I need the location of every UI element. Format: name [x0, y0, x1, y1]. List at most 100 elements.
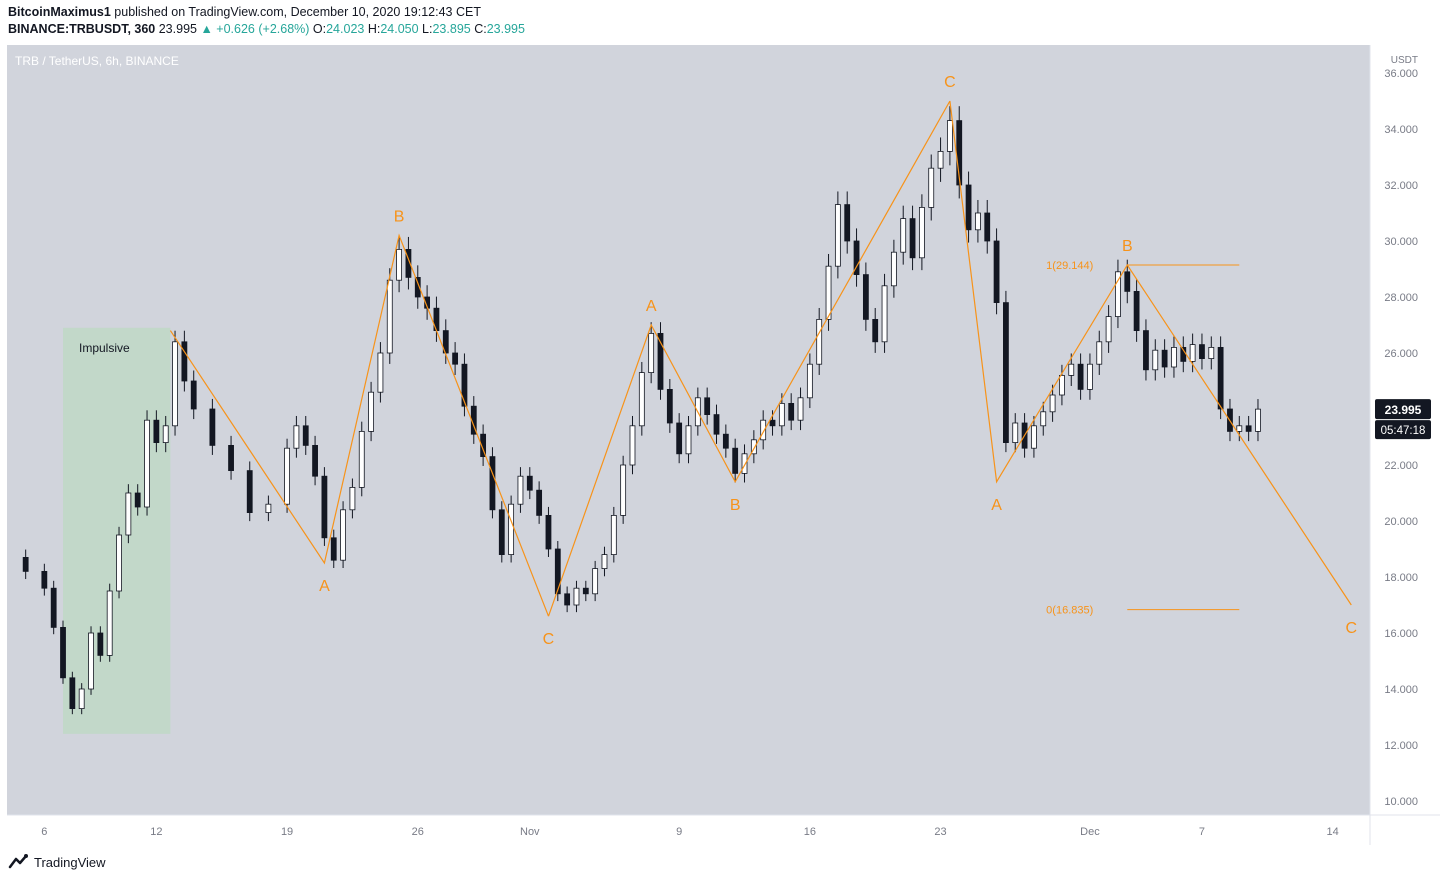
candle-body [909, 218, 916, 259]
candle-body [1199, 344, 1205, 360]
y-tick-label: 26.000 [1384, 348, 1418, 360]
candle-body [890, 251, 897, 287]
candle-body [1087, 363, 1093, 390]
candle-body [918, 206, 925, 259]
candle-body [321, 475, 328, 539]
candle-body [209, 408, 216, 446]
candle-body [386, 279, 393, 354]
wave-label: B [1122, 238, 1133, 255]
candle-body [629, 425, 636, 466]
footer-brand[interactable]: TradingView [34, 854, 106, 870]
candle-body [610, 515, 617, 556]
close-label: C: [474, 22, 487, 36]
candle-body [1059, 374, 1065, 396]
candle-body [928, 167, 935, 208]
candle-body [340, 509, 346, 561]
high-label: H: [367, 22, 381, 36]
candle-body [312, 444, 318, 477]
candle-body [732, 447, 739, 474]
candle-body [946, 120, 953, 152]
wave-line [169, 233, 550, 617]
candle-body [517, 475, 524, 505]
price-change: ▲ +0.626 (+2.68%) [200, 22, 310, 36]
candle-body [1040, 411, 1047, 427]
close-value: 23.995 [486, 22, 525, 36]
low-label: L: [422, 22, 433, 36]
impulse-box [63, 327, 171, 734]
author-name[interactable]: BitcoinMaximus1 [8, 5, 111, 19]
candle-body [620, 464, 627, 516]
candle-body [330, 537, 337, 561]
y-tick-label: 22.000 [1384, 460, 1418, 472]
candle-body [368, 391, 374, 432]
x-tick-label: Dec [1080, 826, 1100, 838]
candle-body [937, 150, 944, 169]
wave-label: B [394, 208, 405, 225]
candle-body [452, 352, 459, 365]
x-tick-label: 7 [1199, 826, 1205, 838]
candle-body [722, 433, 729, 449]
candle-body [480, 433, 487, 458]
last-price-tag [1375, 399, 1431, 420]
candle-body [638, 372, 645, 427]
time-axis-background [7, 815, 1440, 845]
candle-body [97, 632, 104, 656]
candle-body [405, 248, 412, 278]
candle-body [1077, 363, 1084, 390]
candle-body [834, 204, 841, 267]
candle-body [797, 397, 804, 421]
impulse-label: Impulsive [79, 341, 130, 355]
candle-body [349, 486, 356, 511]
candle-body [69, 677, 76, 709]
candle-body [685, 425, 692, 455]
candle-body [1255, 408, 1261, 432]
wave-line [547, 100, 951, 617]
candle-body [536, 489, 543, 516]
fib-level-label: 1(29.144) [1046, 260, 1093, 272]
candle-body [573, 587, 580, 606]
x-tick-label: 16 [804, 826, 816, 838]
candle-body [853, 240, 860, 275]
candle-body [1096, 341, 1103, 365]
candle-body [900, 218, 907, 253]
candle-body [965, 184, 972, 231]
x-tick-label: Nov [520, 826, 540, 838]
x-tick-label: 23 [934, 826, 946, 838]
wave-label: B [730, 497, 741, 514]
x-tick-label: 19 [281, 826, 293, 838]
candle-body [50, 587, 57, 628]
candle-body [414, 276, 421, 298]
candle-body [648, 332, 655, 373]
candle-body [741, 453, 748, 474]
candle-body [778, 402, 785, 427]
y-tick-label: 32.000 [1384, 180, 1418, 192]
countdown-tag [1375, 420, 1431, 440]
candle-body [657, 332, 664, 390]
candle-body [1161, 349, 1168, 368]
candle-body [302, 425, 309, 446]
bar-countdown: 05:47:18 [1381, 425, 1426, 437]
candle-body [993, 240, 1000, 303]
candle-body [78, 688, 85, 710]
published-text: published on TradingView.com, December 1… [114, 5, 481, 19]
candle-body [293, 425, 300, 449]
candle-body [592, 568, 599, 595]
candle-body [1049, 394, 1056, 413]
candle-body [358, 430, 365, 488]
candle-body [1208, 346, 1215, 359]
y-tick-label: 20.000 [1384, 516, 1418, 528]
chart-header: BitcoinMaximus1 published on TradingView… [8, 4, 525, 38]
candle-body [554, 548, 561, 595]
candle-body [1171, 346, 1177, 368]
y-tick-label: 18.000 [1384, 572, 1418, 584]
candle-body [788, 402, 795, 421]
candle-body [396, 248, 402, 281]
candle-body [88, 632, 94, 690]
candle-body [582, 587, 589, 595]
candle-body [134, 492, 141, 508]
candle-body [106, 590, 113, 656]
y-tick-label: 14.000 [1384, 684, 1418, 696]
candle-body [284, 447, 290, 505]
candle-body [564, 593, 571, 606]
